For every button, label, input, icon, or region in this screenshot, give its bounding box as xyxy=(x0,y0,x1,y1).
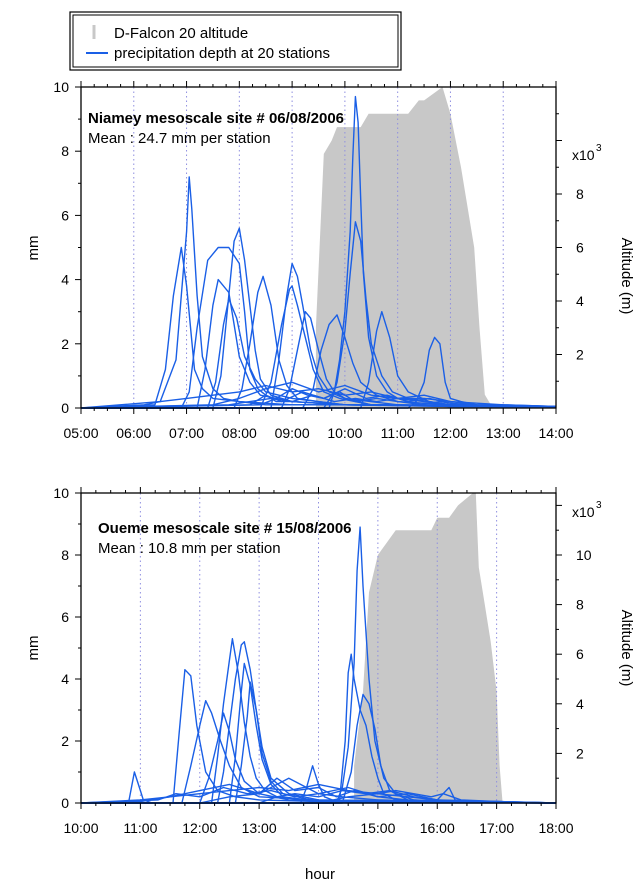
x-tick-label: 11:00 xyxy=(381,425,415,441)
precip-series-line xyxy=(81,765,557,804)
x-tick-label: 11:00 xyxy=(123,820,157,836)
y2-tick-label: 2 xyxy=(576,745,584,761)
precip-series-line xyxy=(81,789,557,804)
precip-series-line xyxy=(81,641,557,804)
altitude-area xyxy=(315,87,493,408)
niamey-panel: 05:00 06:00 07:00 08:00 09:00 10:00 11:00 12:00… xyxy=(25,79,635,441)
y2-tick-label: 4 xyxy=(576,696,584,712)
y2-tick-label: 4 xyxy=(576,293,584,309)
altitude-area xyxy=(354,493,503,803)
legend-border-inner xyxy=(72,14,399,68)
y-tick-label: 6 xyxy=(61,207,69,223)
x-tick-label: 13:00 xyxy=(486,425,521,441)
precip-series-line xyxy=(81,275,557,409)
y2-tick-label: 2 xyxy=(576,347,584,363)
y2-exponent-power: 3 xyxy=(596,143,602,154)
x-tick-label: 06:00 xyxy=(116,425,151,441)
precip-series-line xyxy=(81,712,557,804)
precip-series-line xyxy=(81,285,557,409)
y-tick-label: 8 xyxy=(61,143,69,159)
precip-series-line xyxy=(81,526,557,804)
x-tick-label: 07:00 xyxy=(169,425,204,441)
panel-subtitle: Mean : 10.8 mm per station xyxy=(98,540,281,557)
precip-series-line xyxy=(80,388,556,409)
y2-tick-label: 6 xyxy=(576,646,584,662)
y2-tick-label: 10 xyxy=(576,547,592,563)
y2-exponent-base: x10 xyxy=(572,147,595,163)
x-tick-label: 15:00 xyxy=(360,820,395,836)
y-tick-label: 4 xyxy=(61,272,69,288)
precip-series-line xyxy=(81,777,557,804)
y2-exponent-base: x10 xyxy=(572,504,595,520)
x-tick-label: 18:00 xyxy=(538,820,573,836)
x-tick-label: 08:00 xyxy=(222,425,257,441)
y-axis-label: mm xyxy=(25,236,42,261)
x-tick-label: 12:00 xyxy=(182,820,217,836)
x-tick-label: 16:00 xyxy=(420,820,455,836)
panel-title: Oueme mesoscale site # 15/08/2006 xyxy=(98,520,352,537)
precip-series-line xyxy=(80,777,557,804)
x-tick-label: 10:00 xyxy=(327,425,362,441)
precip-series-line xyxy=(81,693,557,804)
x-tick-label: 14:00 xyxy=(301,820,336,836)
panel-title: Niamey mesoscale site # 06/08/2006 xyxy=(88,110,344,127)
y-axis-label: mm xyxy=(25,636,42,661)
y2-tick-label: 8 xyxy=(576,597,584,613)
y2-exponent-power: 3 xyxy=(596,500,602,511)
x-tick-label: 13:00 xyxy=(242,820,277,836)
y-tick-label: 0 xyxy=(61,400,69,416)
legend-altitude-label: D-Falcon 20 altitude xyxy=(114,25,248,42)
y-tick-label: 2 xyxy=(61,733,69,749)
x-tick-label: 14:00 xyxy=(538,425,573,441)
y-tick-label: 0 xyxy=(61,795,69,811)
precip-series-line xyxy=(80,388,556,409)
precip-series-line xyxy=(80,394,556,409)
y-tick-label: 6 xyxy=(61,609,69,625)
x-axis-label: hour xyxy=(305,866,335,883)
precip-series-line xyxy=(81,700,557,804)
precip-series-line xyxy=(80,786,557,804)
y2-tick-label: 8 xyxy=(576,186,584,202)
precip-series-line xyxy=(81,662,557,804)
x-tick-label: 12:00 xyxy=(433,425,468,441)
x-tick-label: 09:00 xyxy=(275,425,310,441)
legend: D-Falcon 20 altitude precipitation depth… xyxy=(69,11,402,71)
y2-tick-label: 6 xyxy=(576,240,584,256)
x-tick-label: 17:00 xyxy=(479,820,514,836)
y2-axis-label: Altitude (m) xyxy=(618,610,635,687)
y2-axis-label: Altitude (m) xyxy=(618,238,635,315)
y-tick-label: 10 xyxy=(53,79,69,95)
plot-layer: 10:00 11:00 12:00 13:00 14:00 15:00 16:00 17:00… xyxy=(53,485,591,836)
legend-border-outer xyxy=(69,11,402,71)
plot-layer: 05:00 06:00 07:00 08:00 09:00 10:00 11:00 12:00… xyxy=(53,79,584,441)
oueme-panel: 10:00 11:00 12:00 13:00 14:00 15:00 16:00 17:00… xyxy=(25,485,635,836)
x-tick-label: 05:00 xyxy=(63,425,98,441)
y-tick-label: 10 xyxy=(53,485,69,501)
legend-precip-label: precipitation depth at 20 stations xyxy=(114,45,330,62)
x-tick-label: 10:00 xyxy=(63,820,98,836)
y-tick-label: 8 xyxy=(61,547,69,563)
y-tick-label: 4 xyxy=(61,671,69,687)
panel-subtitle: Mean : 24.7 mm per station xyxy=(88,130,271,147)
y-tick-label: 2 xyxy=(61,336,69,352)
